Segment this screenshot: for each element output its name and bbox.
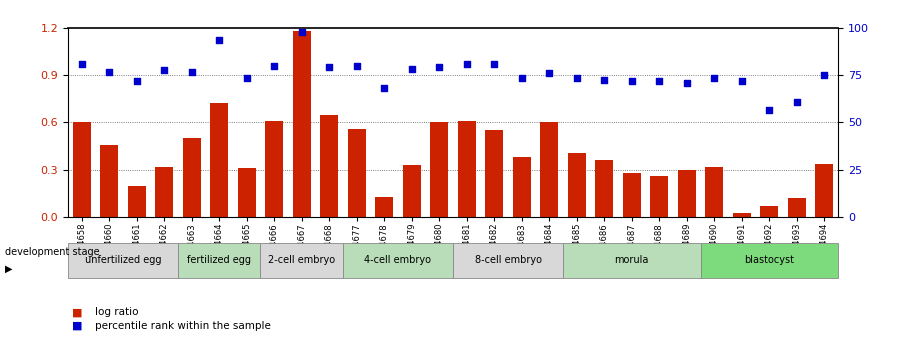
Point	[239, 76, 254, 81]
Point	[130, 79, 144, 84]
Text: ■: ■	[72, 307, 83, 317]
Point	[157, 68, 171, 73]
Point	[652, 79, 667, 84]
Point	[74, 61, 89, 67]
Bar	[155, 167, 173, 217]
Point	[459, 61, 474, 67]
Bar	[651, 176, 669, 217]
Point	[817, 72, 832, 78]
Bar	[430, 122, 448, 217]
Point	[570, 76, 584, 81]
Text: log ratio: log ratio	[95, 307, 139, 317]
Bar	[261, 243, 343, 278]
Point	[294, 30, 309, 35]
Bar	[178, 243, 261, 278]
Bar	[568, 152, 585, 217]
Bar	[210, 104, 228, 217]
Bar	[595, 160, 613, 217]
Bar	[68, 243, 178, 278]
Text: ■: ■	[72, 321, 83, 331]
Bar	[343, 243, 453, 278]
Text: blastocyst: blastocyst	[745, 256, 795, 265]
Point	[267, 63, 282, 68]
Bar	[321, 115, 338, 217]
Point	[624, 79, 639, 84]
Bar	[760, 206, 778, 217]
Bar	[563, 243, 700, 278]
Bar	[375, 197, 393, 217]
Bar	[733, 213, 751, 217]
Bar	[348, 129, 366, 217]
Text: 2-cell embryo: 2-cell embryo	[268, 256, 335, 265]
Bar	[540, 122, 558, 217]
Bar	[403, 165, 420, 217]
Bar	[128, 186, 146, 217]
Point	[432, 65, 447, 70]
Bar	[293, 31, 311, 217]
Point	[735, 79, 749, 84]
Point	[789, 99, 804, 105]
Bar	[513, 157, 531, 217]
Bar	[458, 121, 476, 217]
Bar	[101, 145, 118, 217]
Point	[515, 76, 529, 81]
Text: unfertilized egg: unfertilized egg	[84, 256, 161, 265]
Point	[707, 76, 721, 81]
Point	[542, 71, 556, 76]
Bar	[453, 243, 563, 278]
Bar	[183, 138, 200, 217]
Text: 4-cell embryo: 4-cell embryo	[364, 256, 431, 265]
Point	[404, 66, 419, 71]
Text: 8-cell embryo: 8-cell embryo	[475, 256, 542, 265]
Bar	[486, 130, 503, 217]
Point	[680, 80, 694, 86]
Text: development stage: development stage	[5, 247, 99, 257]
Point	[597, 77, 612, 82]
Bar	[815, 164, 834, 217]
Text: ▶: ▶	[5, 264, 12, 274]
Bar	[706, 167, 723, 217]
Point	[322, 65, 336, 70]
Point	[350, 63, 364, 68]
Point	[487, 61, 502, 67]
Bar	[265, 121, 284, 217]
Point	[762, 107, 776, 112]
Bar	[237, 168, 255, 217]
Bar	[678, 170, 696, 217]
Bar	[788, 198, 805, 217]
Bar	[72, 122, 91, 217]
Point	[377, 85, 391, 90]
Point	[212, 38, 226, 43]
Bar	[622, 173, 641, 217]
Point	[185, 69, 199, 75]
Point	[102, 69, 117, 75]
Text: fertilized egg: fertilized egg	[188, 256, 251, 265]
Text: morula: morula	[614, 256, 649, 265]
Bar	[700, 243, 838, 278]
Text: percentile rank within the sample: percentile rank within the sample	[95, 321, 271, 331]
